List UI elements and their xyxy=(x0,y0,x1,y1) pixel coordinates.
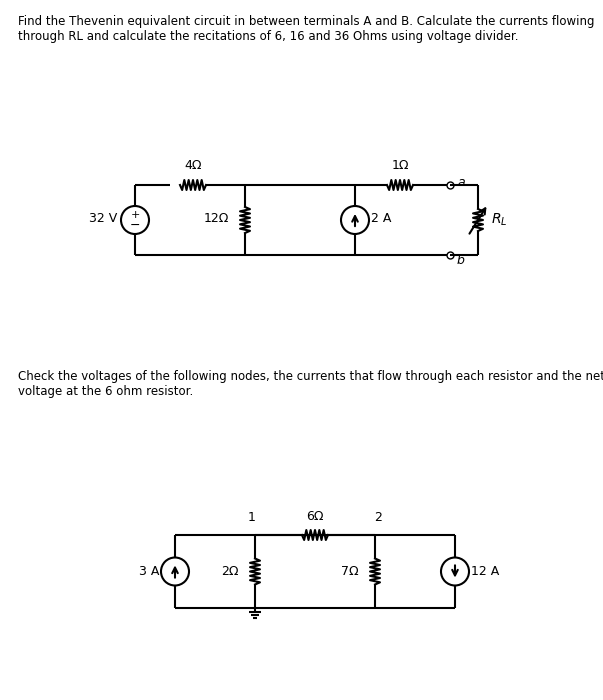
Text: Check the voltages of the following nodes, the currents that flow through each r: Check the voltages of the following node… xyxy=(18,370,603,398)
Text: −: − xyxy=(130,218,140,232)
Text: 12Ω: 12Ω xyxy=(204,211,229,225)
Text: 2Ω: 2Ω xyxy=(221,565,239,578)
Text: 6Ω: 6Ω xyxy=(306,510,324,523)
Text: 1: 1 xyxy=(248,511,256,524)
Text: $R_L$: $R_L$ xyxy=(491,212,508,228)
Text: 7Ω: 7Ω xyxy=(341,565,359,578)
Text: 1Ω: 1Ω xyxy=(391,159,409,172)
Text: a: a xyxy=(457,176,465,188)
Text: 3 A: 3 A xyxy=(139,565,159,578)
Text: Find the Thevenin equivalent circuit in between terminals A and B. Calculate the: Find the Thevenin equivalent circuit in … xyxy=(18,15,595,43)
Text: b: b xyxy=(457,253,465,267)
Text: 2 A: 2 A xyxy=(371,211,391,225)
Text: 4Ω: 4Ω xyxy=(185,159,202,172)
Text: +: + xyxy=(130,210,140,220)
Text: 2: 2 xyxy=(374,511,382,524)
Text: 32 V: 32 V xyxy=(89,211,117,225)
Text: 12 A: 12 A xyxy=(471,565,499,578)
